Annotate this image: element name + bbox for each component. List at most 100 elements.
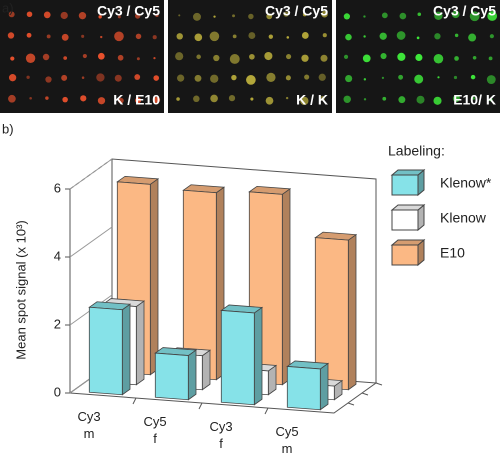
x-tick-label: Cy3 [209,419,232,434]
swatch-top [390,169,426,176]
spot [118,97,124,104]
spot [433,53,444,64]
legend-swatch [390,203,426,232]
spot [42,53,50,61]
bar-side [201,349,211,391]
panel-label: b) [2,121,14,136]
swatch-front [391,244,419,266]
swatch-top [390,239,426,246]
spot [266,13,273,20]
spot [177,74,185,82]
spot [81,76,85,79]
bar-side [281,188,291,386]
spot [399,12,407,20]
spot [153,57,156,60]
spot [318,73,326,81]
spot [397,52,406,61]
spot [472,97,475,100]
spot [210,94,218,103]
spot [433,96,442,105]
spot [29,96,32,100]
spot [114,31,124,42]
spot [488,56,493,61]
spot [345,33,352,41]
spot [320,95,325,101]
image-label: Cy3 / Cy5 [433,3,496,19]
spot [25,53,36,63]
spot [8,11,15,18]
spot [175,52,184,61]
spot [26,75,30,79]
bar-side [319,362,329,411]
legend-title: Labeling: [388,143,445,159]
spot [246,75,256,85]
spot [60,11,68,20]
spot [396,31,406,40]
swatch-top [390,204,426,211]
spot [194,74,202,82]
spot [178,14,181,17]
y-tick-label: 2 [54,316,61,331]
spot [454,33,459,38]
y-tick-label: 0 [54,384,61,399]
spot [322,33,327,38]
spot [96,73,105,82]
spot [82,53,87,59]
bar-side [187,349,197,401]
spot [472,56,477,60]
spot [379,32,387,40]
spot [78,11,87,20]
spot [265,96,274,105]
spot [134,13,141,19]
spot [155,13,159,18]
spot [286,54,292,60]
image-label: E10/ K [453,92,496,108]
spot [345,75,353,83]
x-tick-label: m [282,441,293,456]
bar-side [253,306,263,406]
x-tick-label: Cy3 [77,409,100,424]
spot [321,10,328,18]
spot [283,11,289,17]
x-tick-label: Cy5 [143,414,166,429]
bar-side [347,233,357,391]
spot [487,11,498,21]
x-tick-label: m [84,426,95,441]
spot [434,11,443,20]
spot [416,95,425,104]
spot [26,11,33,18]
depth-tick [347,402,355,406]
spot [301,54,309,62]
spot [232,14,236,18]
bar [154,347,198,401]
spot [194,33,203,42]
bar-side [121,303,131,396]
y-axis-label: Mean spot signal (x 10³) [13,220,28,359]
image-label: Cy3 / Cy5 [265,3,328,19]
spot [416,36,420,40]
bar [314,231,358,391]
image-label: K / K [296,92,328,108]
x-tick-label: f [153,431,157,446]
spot [417,12,422,17]
spot [135,97,142,104]
spot [489,34,494,39]
spot [300,96,309,106]
spot [266,72,276,83]
x-tick [198,402,203,410]
spot [46,34,51,39]
bar-front [286,366,321,411]
x-tick-label: Cy5 [275,424,298,439]
spot [136,57,140,61]
legend-swatch [390,238,426,267]
spot [285,96,289,100]
spot [98,15,102,19]
spot [210,74,219,83]
swatch-front [391,209,419,231]
spot [249,53,255,60]
legend-swatch [390,168,426,197]
bar-front [88,306,123,396]
spot [176,97,180,101]
spot [81,34,85,38]
spot [135,33,142,40]
